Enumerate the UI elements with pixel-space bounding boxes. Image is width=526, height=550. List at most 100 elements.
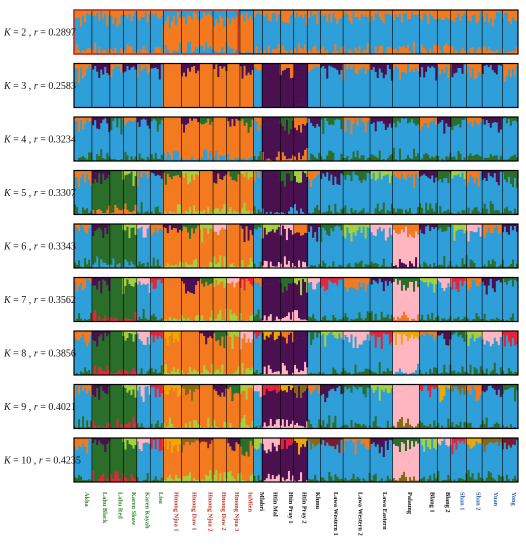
- ancestry-bar: [336, 212, 339, 215]
- ancestry-bar: [215, 208, 218, 215]
- ancestry-bar: [90, 63, 93, 69]
- ancestry-bar: [435, 317, 438, 322]
- ancestry-bar: [255, 277, 258, 283]
- ancestry-bar: [314, 63, 317, 67]
- ancestry-bar: [152, 387, 156, 429]
- ancestry-bar: [207, 158, 210, 161]
- ancestry-bar: [398, 318, 402, 322]
- ancestry-bar: [130, 261, 133, 268]
- ancestry-bar: [386, 224, 390, 238]
- ancestry-bar: [116, 331, 119, 347]
- ancestry-bar: [324, 291, 327, 316]
- ancestry-bar: [267, 45, 271, 54]
- ancestry-bar: [459, 63, 462, 69]
- ancestry-bar: [116, 392, 119, 419]
- ancestry-bar: [217, 102, 220, 108]
- ancestry-bar: [86, 68, 89, 104]
- ancestry-bar: [205, 344, 208, 370]
- ancestry-bar: [469, 287, 472, 322]
- ancestry-bar: [413, 372, 416, 375]
- ancestry-bar: [213, 256, 216, 268]
- ancestry-bar: [376, 319, 380, 322]
- ancestry-bar: [86, 170, 89, 174]
- ancestry-bar: [291, 262, 295, 268]
- ancestry-bar: [108, 225, 111, 265]
- ancestry-bar: [120, 159, 123, 161]
- ancestry-bar: [481, 74, 484, 99]
- ancestry-bar: [421, 207, 424, 215]
- ancestry-bar: [513, 120, 517, 155]
- ancestry-bar: [213, 231, 216, 257]
- ancestry-bar: [132, 341, 135, 369]
- ancestry-bar: [271, 266, 275, 268]
- ancestry-bar: [164, 319, 168, 322]
- ancestry-bar: [318, 173, 321, 211]
- ancestry-bar: [413, 291, 416, 319]
- ancestry-bar: [388, 370, 392, 375]
- ancestry-bar: [172, 228, 176, 266]
- panel-k3: [73, 62, 519, 109]
- ancestry-bar: [473, 63, 476, 80]
- ancestry-bar: [142, 331, 145, 345]
- ancestry-bar: [495, 103, 499, 108]
- ancestry-bar: [156, 420, 160, 429]
- ancestry-bar: [271, 13, 275, 50]
- ancestry-bar: [104, 427, 107, 429]
- ancestry-bar: [146, 371, 149, 375]
- ancestry-bar: [247, 179, 250, 211]
- ancestry-bar: [231, 331, 234, 350]
- ancestry-bar: [213, 117, 216, 125]
- ancestry-bar: [166, 173, 170, 215]
- ancestry-bar: [231, 79, 234, 106]
- ancestry-bar: [102, 224, 105, 239]
- ancestry-bar: [358, 10, 361, 21]
- ancestry-bar: [138, 117, 141, 127]
- ancestry-bar: [497, 277, 501, 281]
- ancestry-bar: [326, 78, 329, 105]
- ancestry-bar: [479, 117, 482, 123]
- ancestry-bar: [445, 178, 448, 211]
- ancestry-bar: [419, 170, 422, 177]
- ancestry-bar: [415, 156, 418, 161]
- ancestry-bar: [360, 14, 363, 54]
- ancestry-bar: [203, 117, 206, 124]
- ancestry-bar: [201, 283, 204, 316]
- ancestry-bar: [199, 170, 202, 174]
- ancestry-bar: [291, 120, 295, 156]
- ancestry-bar: [187, 291, 190, 318]
- ancestry-bar: [233, 227, 236, 267]
- ancestry-bar: [469, 175, 472, 214]
- ancestry-bar: [92, 10, 95, 17]
- ancestry-bar: [322, 66, 325, 106]
- ancestry-bar: [481, 331, 484, 340]
- ancestry-bar: [170, 319, 174, 322]
- ancestry-bar: [92, 117, 95, 126]
- ancestry-bar: [187, 15, 190, 43]
- ancestry-bar: [491, 177, 495, 205]
- ancestry-bar: [409, 331, 412, 339]
- ancestry-bar: [513, 226, 517, 267]
- ancestry-bar: [277, 44, 281, 54]
- ancestry-bar: [136, 224, 139, 229]
- ancestry-bar: [346, 174, 349, 213]
- ancestry-bar: [227, 266, 230, 268]
- ancestry-bar: [237, 336, 240, 367]
- ancestry-bar: [350, 63, 353, 70]
- ancestry-bar: [269, 21, 273, 54]
- ancestry-bar: [126, 170, 129, 175]
- ancestry-bar: [176, 103, 180, 108]
- ancestry-bar: [239, 312, 242, 322]
- ancestry-bar: [314, 14, 317, 46]
- ancestry-bar: [150, 266, 154, 268]
- ancestry-bar: [511, 331, 515, 339]
- ancestry-bar: [237, 120, 240, 159]
- ancestry-bar: [340, 331, 343, 339]
- ancestry-bar: [471, 47, 474, 54]
- ancestry-bar: [187, 123, 190, 161]
- ancestry-bar: [166, 117, 170, 128]
- ancestry-bar: [150, 367, 154, 375]
- ancestry-bar: [419, 264, 422, 268]
- ancestry-bar: [491, 259, 495, 268]
- ancestry-bar: [505, 232, 509, 267]
- ancestry-bar: [217, 262, 220, 268]
